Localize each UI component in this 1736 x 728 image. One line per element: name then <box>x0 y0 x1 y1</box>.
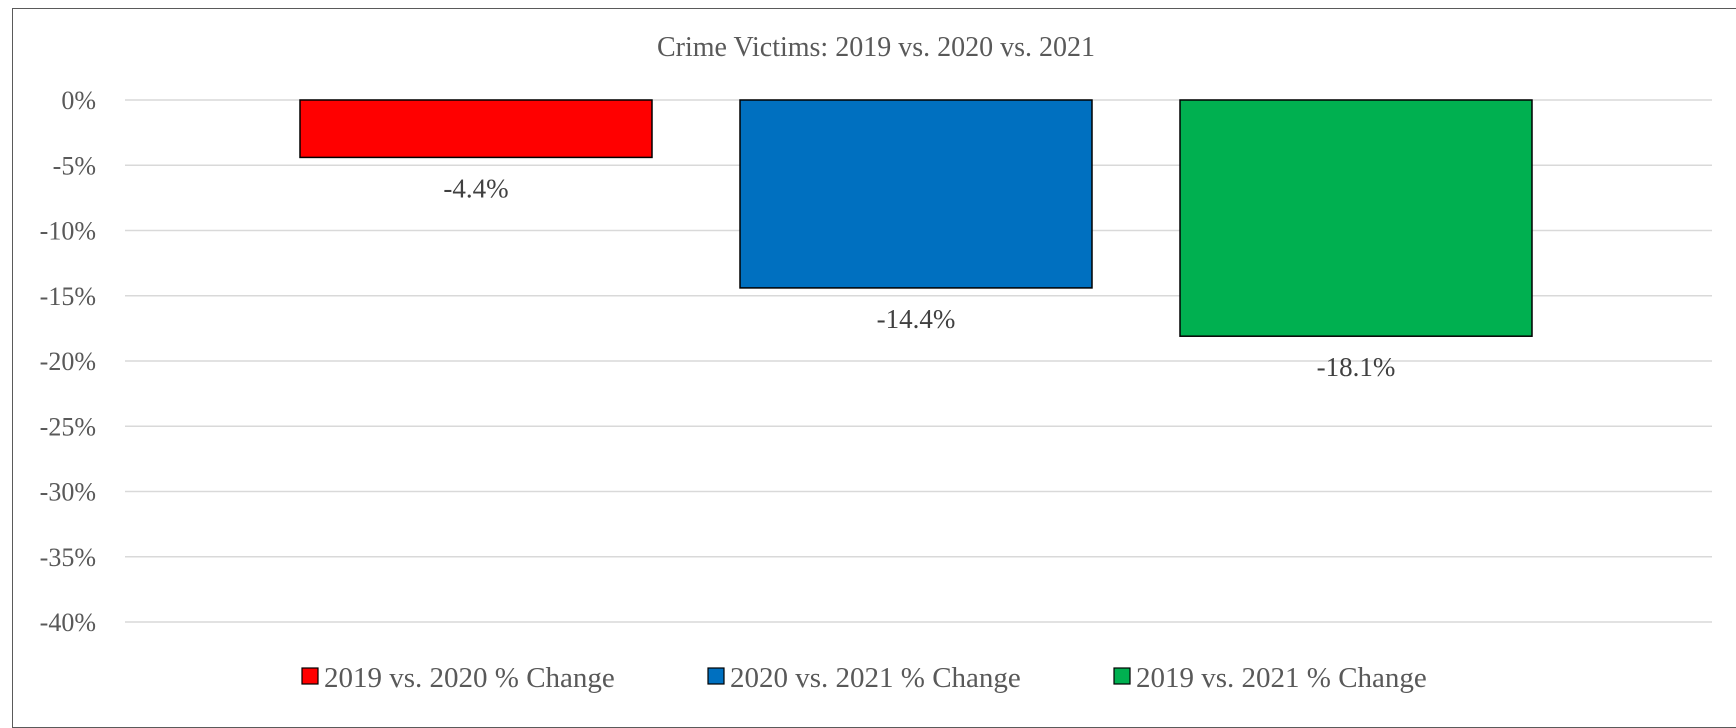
legend-label: 2019 vs. 2020 % Change <box>324 662 615 694</box>
data-label: -4.4% <box>443 173 508 203</box>
y-tick-label: -15% <box>40 282 96 311</box>
legend-label: 2020 vs. 2021 % Change <box>730 662 1021 694</box>
legend-swatch <box>1113 667 1131 685</box>
bar <box>739 99 1093 289</box>
data-label: -14.4% <box>877 304 956 334</box>
chart-svg: Crime Victims: 2019 vs. 2020 vs. 2021 0%… <box>40 32 1712 694</box>
y-tick-label: 0% <box>61 86 96 115</box>
data-label: -18.1% <box>1317 352 1396 382</box>
bars <box>299 99 1533 337</box>
y-tick-label: -25% <box>40 412 96 441</box>
data-labels: -4.4% -14.4% -18.1% <box>443 173 1395 382</box>
legend-swatch <box>301 667 319 685</box>
bar <box>1179 99 1533 337</box>
bar <box>299 99 653 159</box>
legend: 2019 vs. 2020 % Change 2020 vs. 2021 % Ch… <box>301 662 1427 694</box>
legend-swatch <box>707 667 725 685</box>
y-tick-label: -30% <box>40 478 96 507</box>
y-tick-label: -10% <box>40 217 96 246</box>
y-axis-tick-labels: 0% -5% -10% -15% -20% -25% -30% -35% -40% <box>40 86 96 637</box>
y-tick-label: -20% <box>40 347 96 376</box>
legend-label: 2019 vs. 2021 % Change <box>1136 662 1427 694</box>
y-tick-label: -5% <box>53 151 96 180</box>
y-tick-label: -40% <box>40 608 96 637</box>
y-tick-label: -35% <box>40 543 96 572</box>
chart-title: Crime Victims: 2019 vs. 2020 vs. 2021 <box>657 32 1095 63</box>
